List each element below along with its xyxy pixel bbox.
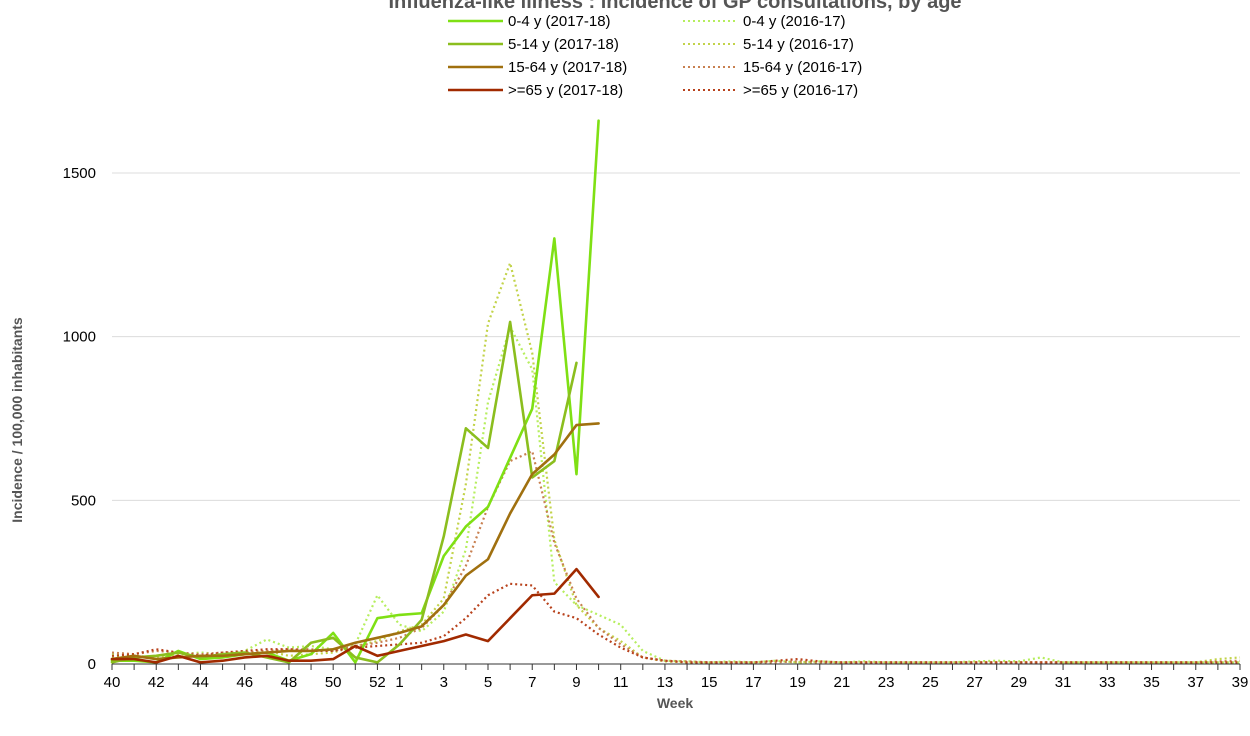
x-tick-label: 25 [922, 674, 939, 691]
x-tick-label: 31 [1055, 674, 1072, 691]
x-tick-label: 40 [104, 674, 121, 691]
y-axis-title: Incidence / 100,000 inhabitants [9, 317, 25, 523]
x-tick-label: 33 [1099, 674, 1116, 691]
legend-label: >=65 y (2016-17) [743, 82, 858, 99]
series-line-7 [111, 450, 1241, 664]
x-axis-ticks: 40 42 44 46 48 50 52 1 3 5 7 9 11 13 15 17 19 21 23 25 27 29 3… [104, 664, 1249, 691]
x-tick-label: 13 [657, 674, 674, 691]
legend-label: 0-4 y (2016-17) [743, 13, 846, 30]
series-line-3 [110, 422, 600, 661]
series-line-4 [110, 567, 600, 664]
x-tick-label: 7 [528, 674, 536, 691]
x-tick-label: 50 [325, 674, 342, 691]
x-tick-label: 11 [613, 674, 629, 691]
legend-label: 0-4 y (2017-18) [508, 13, 611, 30]
x-tick-label: 3 [440, 674, 448, 691]
legend-label: 5-14 y (2016-17) [743, 36, 854, 53]
y-axis-ticks: 0 500 1000 1500 [63, 165, 96, 673]
chart-title: Influenza-like illness : incidence of GP… [388, 0, 961, 13]
x-tick-label: 15 [701, 674, 718, 691]
x-tick-label: 27 [966, 674, 983, 691]
x-tick-label: 48 [281, 674, 298, 691]
x-tick-label: 9 [572, 674, 580, 691]
x-tick-label: 23 [878, 674, 895, 691]
series-line-8 [111, 582, 1240, 664]
series-lines [110, 119, 1241, 664]
series-line-6 [111, 261, 1241, 664]
x-tick-label: 5 [484, 674, 492, 691]
y-tick-label: 500 [71, 492, 96, 509]
legend-label: 15-64 y (2017-18) [508, 59, 627, 76]
x-tick-label: 39 [1232, 674, 1249, 691]
y-tick-label: 0 [88, 656, 96, 673]
legend-label: >=65 y (2017-18) [508, 82, 623, 99]
x-tick-label: 17 [745, 674, 762, 691]
x-tick-label: 21 [834, 674, 851, 691]
x-tick-label: 29 [1010, 674, 1027, 691]
series-line-2 [110, 320, 578, 664]
x-tick-label: 44 [192, 674, 209, 691]
y-tick-label: 1500 [63, 165, 96, 182]
x-tick-label: 35 [1143, 674, 1160, 691]
x-axis-title: Week [657, 695, 694, 711]
x-tick-label: 37 [1187, 674, 1204, 691]
legend-label: 5-14 y (2017-18) [508, 36, 619, 53]
gridlines [112, 172, 1240, 501]
x-tick-label: 52 [369, 674, 386, 691]
legend: 0-4 y (2017-18) 5-14 y (2017-18) 15-64 y (… [448, 13, 862, 99]
series-line-1 [110, 119, 600, 664]
x-tick-label: 42 [148, 674, 165, 691]
series-line-5 [111, 325, 1240, 664]
x-tick-label: 19 [789, 674, 806, 691]
x-tick-label: 46 [236, 674, 253, 691]
x-tick-label: 1 [395, 674, 403, 691]
y-tick-label: 1000 [63, 329, 96, 346]
legend-label: 15-64 y (2016-17) [743, 59, 862, 76]
